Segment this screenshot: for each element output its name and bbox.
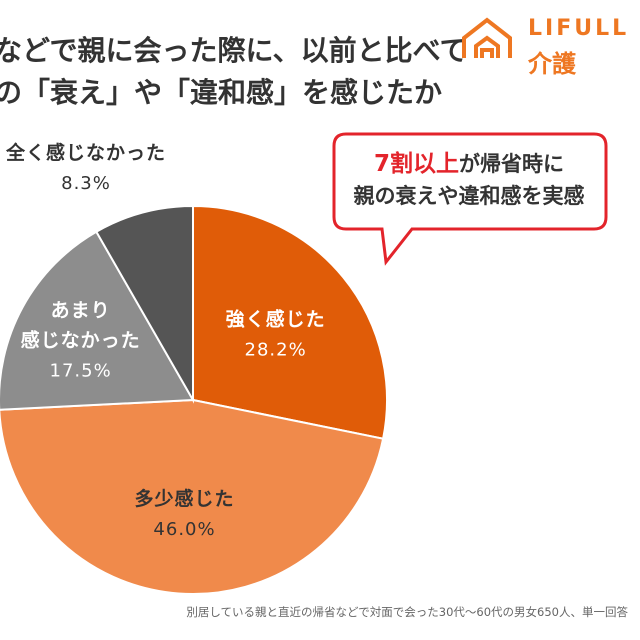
slice-value-label-4: 8.3% bbox=[61, 173, 111, 194]
chart-title: などで親に会った際に、以前と比べて の「衰え」や「違和感」を感じたか bbox=[0, 30, 473, 114]
title-line-1: などで親に会った際に、以前と比べて bbox=[0, 34, 468, 67]
pie-slice-3 bbox=[0, 230, 195, 411]
lifull-kaigo-logo: LIFULL 介護 bbox=[456, 14, 640, 78]
pie-slice-4 bbox=[94, 204, 194, 404]
callout-line-1-rest: が帰省時に bbox=[459, 152, 564, 176]
logo-text-en: LIFULL bbox=[528, 16, 630, 41]
callout-line-1: 7割以上が帰省時に bbox=[332, 148, 606, 180]
slice-value-label-2: 46.0% bbox=[153, 519, 215, 540]
slice-value-label-3: 17.5% bbox=[50, 361, 112, 382]
slice-category-label-1: 強く感じた bbox=[226, 308, 326, 331]
slice-value-label-1: 28.2% bbox=[245, 340, 307, 361]
logo-text-jp: 介護 bbox=[528, 50, 576, 78]
pie-slice-2 bbox=[0, 398, 385, 595]
slice-category-label-3: あまり bbox=[51, 300, 111, 322]
slice-category-label-2: 多少感じた bbox=[135, 487, 235, 510]
pie-slice-1 bbox=[192, 204, 388, 440]
callout-line-2: 親の衰えや違和感を実感 bbox=[353, 184, 585, 208]
callout-bubble bbox=[332, 132, 608, 266]
slice-category-label-3: 感じなかった bbox=[21, 329, 141, 352]
callout-highlight: 7割以上 bbox=[373, 151, 459, 177]
footnote: 別居している親と直近の帰省などで対面で会った30代〜60代の男女650人、単一回… bbox=[186, 605, 628, 619]
slice-category-label-4: 全く感じなかった bbox=[5, 141, 166, 164]
house-icon bbox=[462, 17, 512, 58]
title-line-2: の「衰え」や「違和感」を感じたか bbox=[0, 76, 443, 109]
callout-text: 7割以上が帰省時に 親の衰えや違和感を実感 bbox=[332, 148, 606, 212]
